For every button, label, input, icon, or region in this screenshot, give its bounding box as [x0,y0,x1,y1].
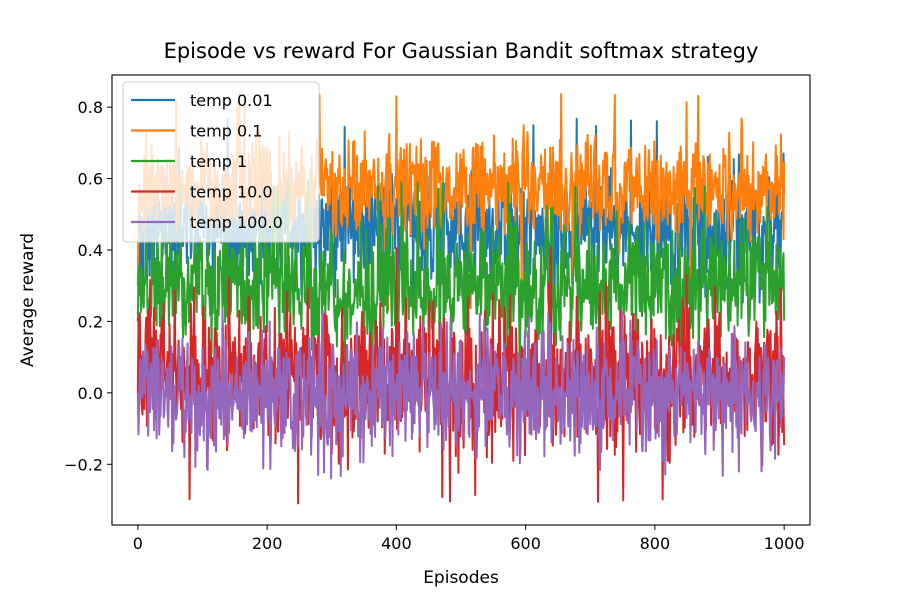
x-tick-label: 200 [252,534,283,553]
x-tick-label: 0 [133,534,143,553]
plot-frame [111,74,811,526]
x-tick-label: 1000 [764,534,805,553]
legend-label: temp 0.01 [190,91,273,110]
y-tick-label: −0.2 [64,455,103,474]
legend-label: temp 0.1 [190,122,262,141]
x-tick-label: 400 [381,534,412,553]
y-tick-label: 0.0 [78,384,103,403]
series-line-temp-100-0 [136,307,786,480]
y-axis: −0.2 0.0 0.2 0.4 0.6 0.8 [64,98,112,474]
legend-label: temp 100.0 [190,213,283,232]
x-tick-label: 600 [510,534,541,553]
x-axis-label: Episodes [423,568,499,588]
x-axis: 0 200 400 600 800 1000 [133,525,805,553]
y-axis-label: Average reward [18,233,38,367]
y-tick-label: 0.2 [78,312,103,331]
legend-label: temp 1 [190,152,247,171]
legend: temp 0.01 temp 0.1 temp 1 temp 10.0 temp 100… [122,81,320,243]
y-tick-label: 0.4 [78,241,103,260]
x-tick-label: 800 [640,534,671,553]
legend-box [122,81,320,243]
legend-label: temp 10.0 [190,183,273,202]
y-tick-label: 0.8 [78,98,103,117]
series-line-temp-1 [136,179,786,394]
y-tick-label: 0.6 [78,170,103,189]
chart-title: Episode vs reward For Gaussian Bandit so… [164,39,759,63]
